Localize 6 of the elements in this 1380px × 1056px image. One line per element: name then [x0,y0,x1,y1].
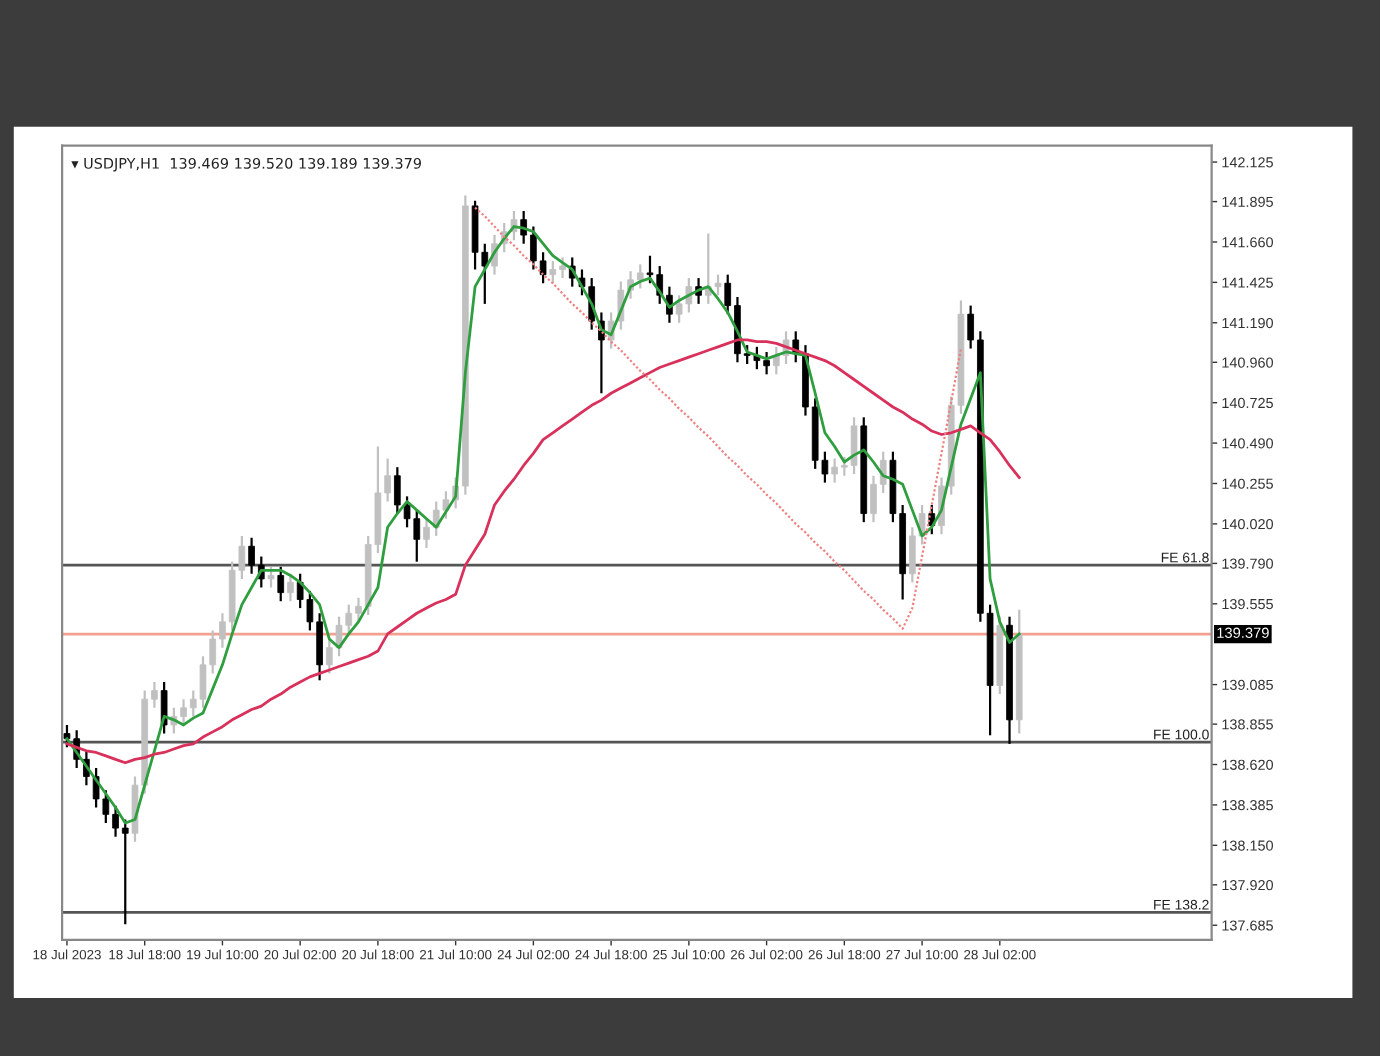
candlestick [394,466,401,515]
candlestick [287,572,294,603]
line-series [65,338,1021,765]
candlestick [267,565,275,589]
candlestick [277,565,285,603]
line-series [473,206,963,630]
